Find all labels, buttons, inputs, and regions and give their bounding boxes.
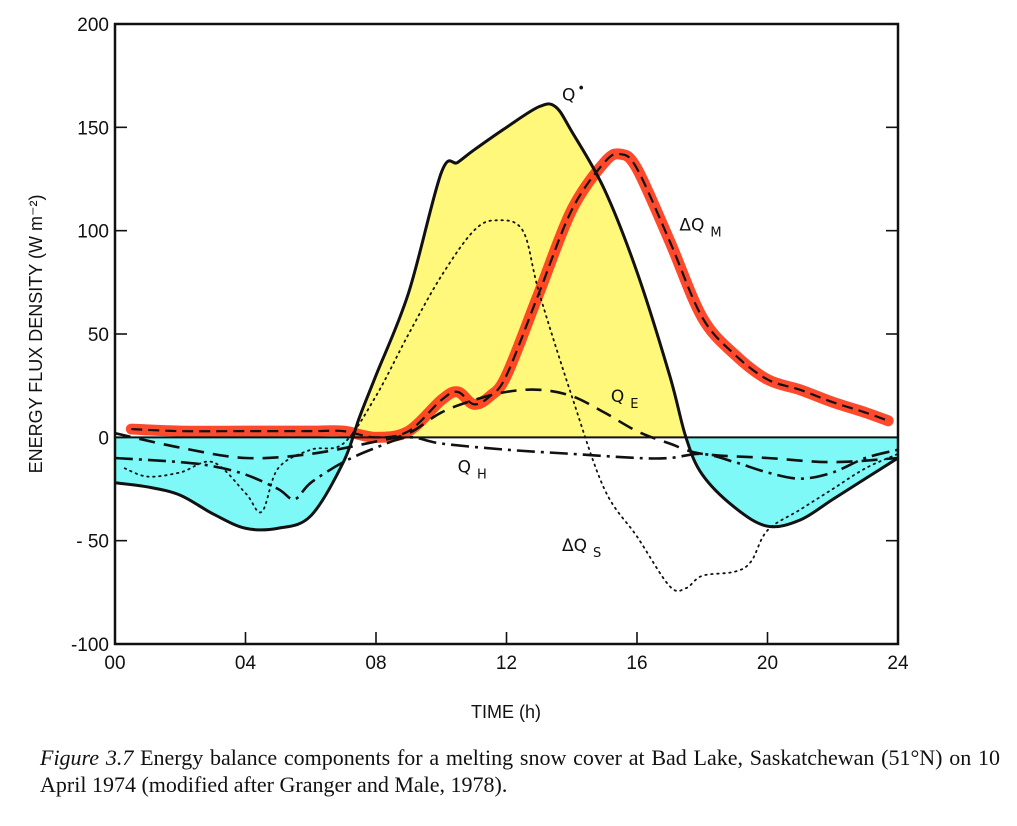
x-axis-title: TIME (h)	[471, 702, 541, 722]
series-label-delta-qm: ΔQ M	[679, 216, 721, 241]
fill-areas	[115, 103, 898, 530]
series-label-main: Q	[611, 387, 624, 407]
series-lines	[114, 102, 899, 592]
series-label-sub: H	[477, 467, 487, 482]
series-label-main: Q	[458, 457, 471, 477]
series-label-main: ΔQ	[679, 216, 704, 236]
y-tick-label: 100	[77, 222, 109, 243]
positive-net-radiation-fill	[115, 103, 898, 438]
series-label-main: Q	[562, 85, 575, 105]
x-tick-label: 04	[235, 653, 257, 674]
figure-caption: Figure 3.7 Energy balance components for…	[40, 744, 1000, 798]
negative-net-radiation-fill	[115, 437, 898, 530]
series-label-sub: M	[710, 226, 721, 241]
series-line-qh	[114, 436, 899, 501]
y-tick-label: -100	[71, 635, 109, 656]
x-tick-label: 24	[887, 653, 909, 674]
x-tick-label: 00	[104, 653, 125, 674]
series-label-q-star: Q •	[562, 81, 585, 105]
series-label-sub: •	[577, 81, 585, 96]
x-tick-label: 08	[365, 653, 386, 674]
series-label-main: ΔQ	[562, 536, 587, 556]
series-label-sub: S	[593, 546, 601, 561]
series-line-q-star	[114, 102, 899, 532]
y-tick-label: 150	[77, 118, 109, 139]
x-tick-label: 20	[757, 653, 778, 674]
series-labels: Q •ΔQ MΔQ SQ EQ H	[458, 81, 722, 561]
y-tick-label: 200	[77, 15, 109, 36]
series-label-sub: E	[630, 397, 638, 412]
axis-ticks	[114, 23, 899, 645]
y-tick-label: 50	[88, 325, 109, 346]
series-label-delta-qs: ΔQ S	[562, 536, 601, 561]
x-tick-label: 12	[496, 653, 517, 674]
series-line-qe	[114, 388, 899, 464]
series-line-delta-qs	[123, 219, 899, 592]
y-axis-title: ENERGY FLUX DENSITY (W m⁻²)	[26, 195, 46, 474]
y-tick-label: 0	[98, 428, 109, 449]
figure-label: Figure 3.7	[40, 745, 134, 770]
caption-text: Energy balance components for a melting …	[40, 745, 1001, 797]
y-tick-label: - 50	[76, 532, 109, 553]
x-tick-label: 16	[626, 653, 647, 674]
